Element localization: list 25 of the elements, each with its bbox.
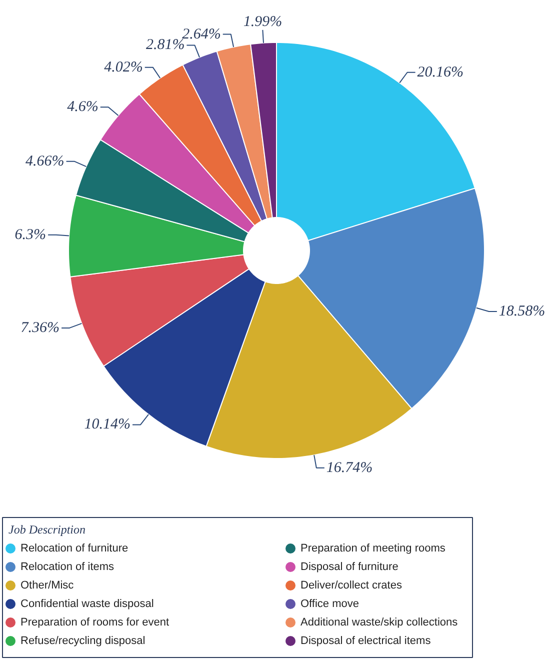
data-label: 2.64%	[182, 26, 221, 42]
data-label: 20.16%	[417, 64, 464, 80]
data-label: 4.02%	[104, 59, 143, 76]
legend-label: Office move	[300, 598, 359, 610]
data-label: 2.81%	[146, 37, 185, 54]
legend-label: Preparation of meeting rooms	[300, 542, 446, 554]
legend-label: Relocation of furniture	[20, 542, 128, 554]
legend-label: Disposal of furniture	[300, 561, 398, 573]
legend-label: Preparation of rooms for event	[20, 616, 170, 628]
legend-title: Job Description	[8, 522, 86, 536]
data-label: 1.99%	[243, 14, 282, 30]
legend-label: Other/Misc	[20, 580, 74, 592]
data-label: 6.3%	[14, 226, 46, 243]
legend-label: Relocation of items	[20, 561, 115, 573]
legend-label: Deliver/collect crates	[300, 580, 402, 592]
legend-label: Disposal of electrical items	[300, 635, 432, 647]
data-label: 7.36%	[20, 320, 60, 336]
legend-label: Refuse/recycling disposal	[20, 635, 146, 647]
data-label: 16.74%	[326, 460, 373, 476]
legend-label: Additional waste/skip collections	[300, 616, 458, 628]
data-label: 10.14%	[84, 416, 131, 433]
data-label: 4.6%	[67, 99, 98, 116]
data-label: 4.66%	[26, 153, 64, 170]
data-label: 18.58%	[498, 303, 546, 320]
legend-label: Confidential waste disposal	[20, 598, 154, 610]
